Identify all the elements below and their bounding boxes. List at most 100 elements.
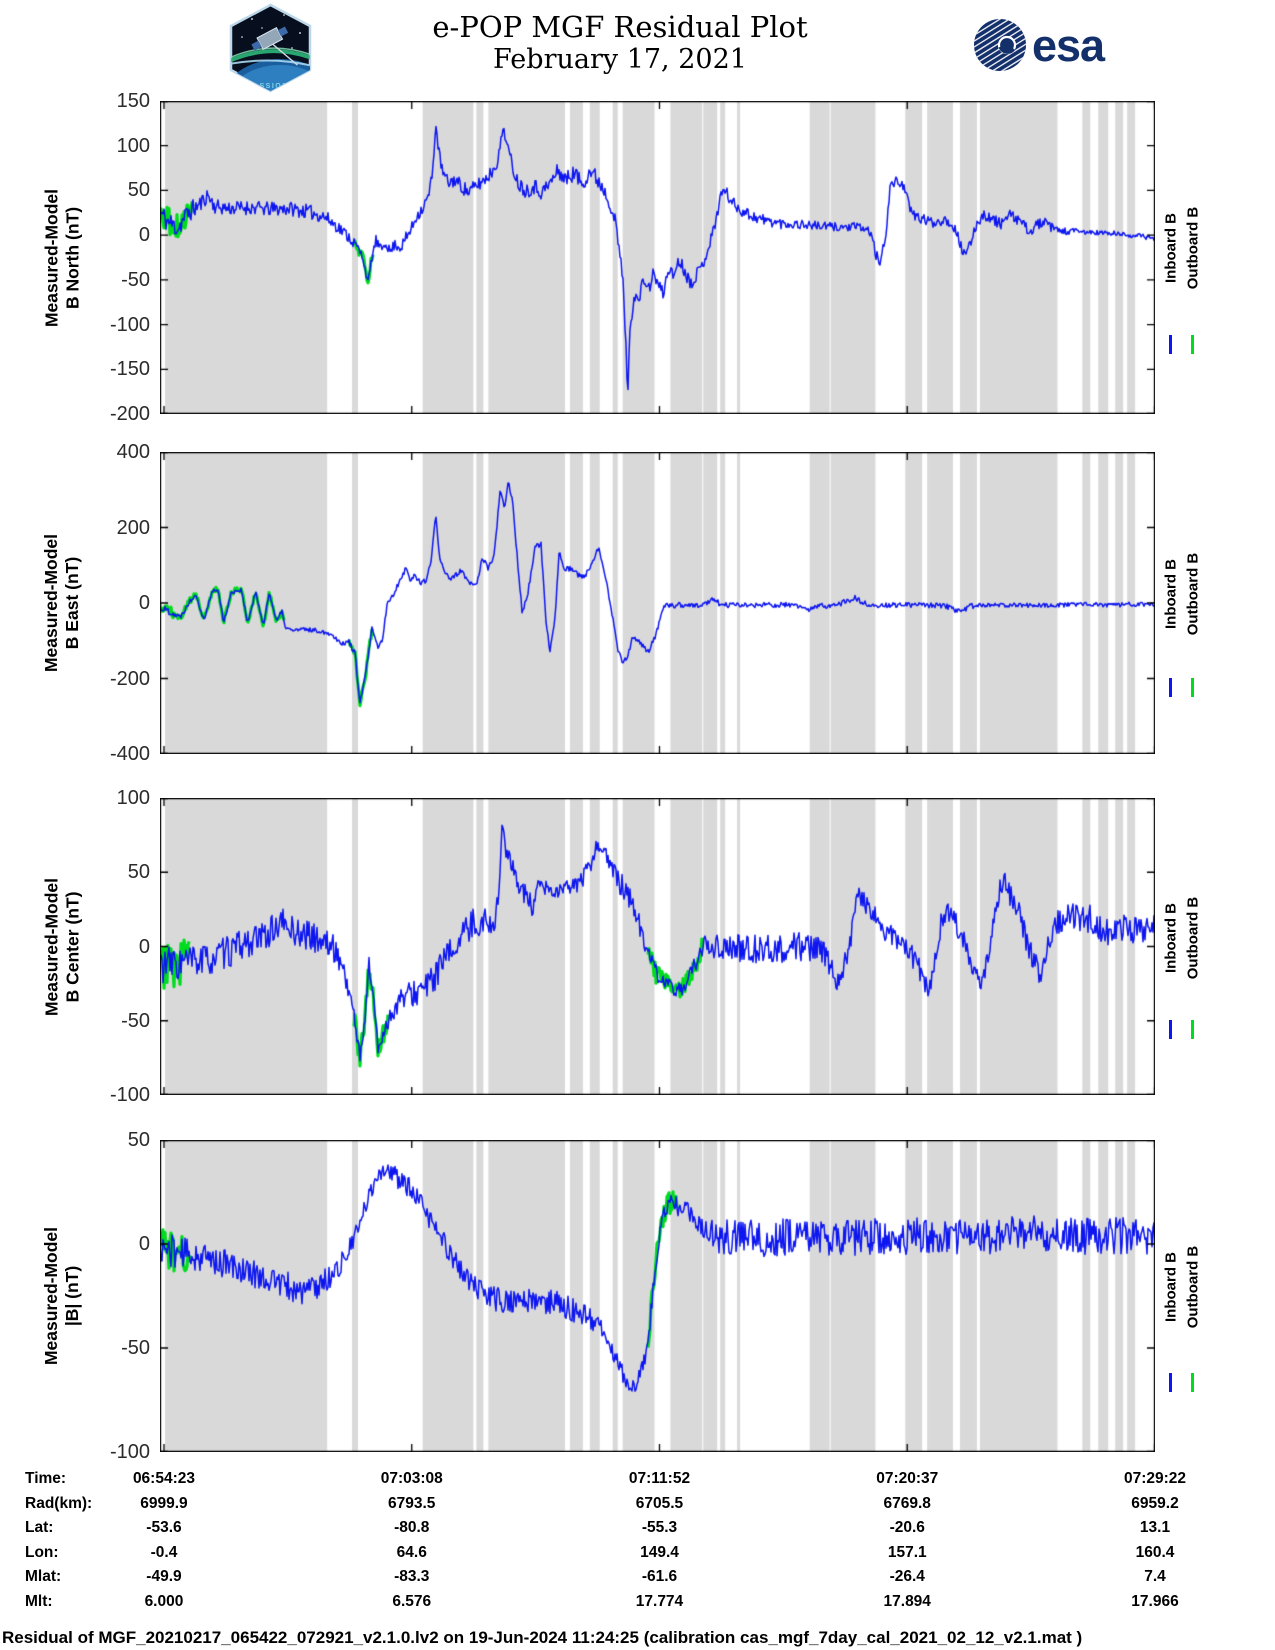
- panel-4-ytick-label: 50: [127, 1129, 150, 1151]
- panel-4-legend-outboard-label: Outboard B: [1184, 1245, 1202, 1328]
- panel-1-legend-inboard-marker: [1169, 335, 1172, 355]
- footer-processing-note: Residual of MGF_20210217_065422_072921_v…: [2, 1628, 1083, 1647]
- table-cell: 6705.5: [635, 1494, 684, 1512]
- ylabel-line2: B North (nT): [62, 206, 82, 309]
- patch-mission-name: CASSIOPE: [246, 83, 294, 90]
- panel-2-legend-inboard-label: Inboard B: [1162, 558, 1180, 629]
- panel-1-ylabel: Measured-Model B North (nT): [41, 101, 83, 414]
- table-cell: 6793.5: [388, 1494, 436, 1512]
- table-cell: 6769.8: [883, 1494, 931, 1512]
- panel-3-ytick-label: 100: [116, 787, 150, 809]
- table-row-label-mlat: Mlat:: [25, 1568, 62, 1585]
- panel-1-ytick-label: 100: [116, 134, 150, 157]
- panel-4-legend-inboard-label: Inboard B: [1162, 1251, 1180, 1322]
- table-row-label-lon: Lon:: [25, 1543, 59, 1561]
- panel-2-ytick-label: -200: [109, 667, 150, 690]
- panel-3-ytick-label: 0: [138, 935, 150, 958]
- ylabel-line1: Measured-Model: [41, 188, 61, 327]
- panel-3-legend-inboard-label: Inboard B: [1162, 902, 1180, 973]
- table-cell: 6.576: [392, 1592, 432, 1610]
- esa-logo-text: esa: [1032, 20, 1106, 71]
- panel-2-ytick-label: 200: [116, 516, 150, 539]
- panel-1-legend-outboard-marker: [1191, 335, 1194, 355]
- table-cell: 07:11:52: [628, 1470, 691, 1487]
- table-cell: 64.6: [396, 1543, 427, 1561]
- ylabel-line1: Measured-Model: [41, 1226, 61, 1366]
- table-cell: -80.8: [394, 1519, 430, 1536]
- panel-2-ytick-label: 0: [138, 592, 150, 614]
- panel-2-legend-inboard-marker: [1169, 677, 1172, 697]
- panel-4-plot: [160, 1140, 1155, 1452]
- table-cell: 149.4: [640, 1543, 679, 1561]
- table-cell: 6959.2: [1131, 1494, 1179, 1512]
- table-cell: -26.4: [889, 1568, 925, 1585]
- panel-3-ytick-label: -50: [121, 1009, 150, 1032]
- panel-2-ytick-label: -400: [109, 743, 150, 765]
- panel-4-ytick-label: -50: [121, 1337, 150, 1359]
- table-cell: 6.000: [144, 1592, 184, 1610]
- esa-logo: esa: [974, 19, 1107, 71]
- panel-2-legend-outboard-marker: [1191, 677, 1194, 697]
- ylabel-line1: Measured-Model: [41, 877, 61, 1016]
- table-cell: -83.3: [394, 1568, 430, 1585]
- table-row-label-time: Time:: [25, 1470, 67, 1487]
- table-cell: -0.4: [150, 1543, 178, 1561]
- panel-2-ylabel: Measured-Model B East (nT): [41, 452, 83, 754]
- table-cell: 07:29:22: [1123, 1470, 1187, 1487]
- panel-1-legend-outboard-label: Outboard B: [1184, 206, 1202, 290]
- ylabel-line2: |B| (nT): [62, 1265, 82, 1327]
- table-cell: 13.1: [1139, 1519, 1171, 1536]
- panel-4-legend-inboard-marker: [1169, 1373, 1172, 1393]
- panel-2-ytick-label: 400: [116, 441, 150, 463]
- panel-1-ytick-label: 150: [116, 90, 150, 112]
- panel-1-ytick-label: -100: [109, 313, 150, 336]
- panel-4-legend-outboard-marker: [1191, 1373, 1194, 1393]
- panel-3-plot: [160, 798, 1155, 1095]
- table-cell: -61.6: [641, 1568, 678, 1585]
- panel-4-ytick-label: -100: [109, 1441, 150, 1463]
- panel-3-legend-outboard-marker: [1191, 1019, 1194, 1039]
- panel-3-legend-outboard-label: Outboard B: [1184, 896, 1202, 979]
- table-cell: 17.894: [883, 1592, 931, 1610]
- table-cell: -53.6: [146, 1519, 182, 1536]
- ylabel-line1: Measured-Model: [41, 533, 61, 673]
- table-cell: -49.9: [146, 1568, 182, 1585]
- figure-title-line2: February 17, 2021: [493, 44, 747, 75]
- table-cell: 17.966: [1131, 1592, 1179, 1610]
- panel-4-ytick-label: 0: [138, 1233, 150, 1255]
- table-cell: -20.6: [889, 1519, 925, 1536]
- table-cell: 17.774: [635, 1592, 684, 1610]
- table-cell: 6999.9: [140, 1494, 188, 1512]
- table-cell: -55.3: [641, 1519, 678, 1536]
- panel-3-ytick-label: -100: [109, 1084, 150, 1106]
- panel-2-plot: [160, 452, 1155, 754]
- table-cell: 160.4: [1135, 1543, 1175, 1561]
- table-cell: 06:54:23: [132, 1470, 195, 1487]
- panel-2-legend-outboard-label: Outboard B: [1184, 552, 1202, 636]
- table-cell: 07:20:37: [876, 1470, 939, 1487]
- panel-1-legend-inboard-label: Inboard B: [1162, 213, 1180, 284]
- panel-3-ytick-label: 50: [127, 861, 150, 884]
- panel-1-ytick-label: 50: [127, 179, 150, 202]
- ylabel-line2: B East (nT): [62, 556, 82, 650]
- table-row-label-radkm: Rad(km):: [25, 1494, 93, 1512]
- table-cell: 07:03:08: [380, 1470, 443, 1487]
- panel-1-plot: [160, 101, 1155, 414]
- panel-1-ytick-label: 0: [138, 224, 150, 247]
- figure-title-line1: e-POP MGF Residual Plot: [432, 10, 808, 44]
- panel-1-ytick-label: -200: [109, 403, 150, 425]
- patch-aurora: [231, 49, 310, 63]
- table-row-label-mlt: Mlt:: [25, 1592, 53, 1610]
- table-cell: 157.1: [887, 1543, 927, 1561]
- panel-3-ylabel: Measured-Model B Center (nT): [41, 798, 83, 1095]
- panel-4-ylabel: Measured-Model |B| (nT): [41, 1140, 83, 1452]
- patch-satellite: [251, 26, 298, 66]
- table-cell: 7.4: [1144, 1568, 1166, 1585]
- ylabel-line2: B Center (nT): [62, 891, 82, 1002]
- table-row-label-lat: Lat:: [25, 1519, 54, 1536]
- panel-1-ytick-label: -150: [109, 358, 150, 381]
- esa-globe-icon: [974, 19, 1026, 71]
- cassiope-mission-patch: CASSIOPE: [229, 3, 312, 93]
- figure-title: e-POP MGF Residual Plot February 17, 202…: [0, 10, 1240, 76]
